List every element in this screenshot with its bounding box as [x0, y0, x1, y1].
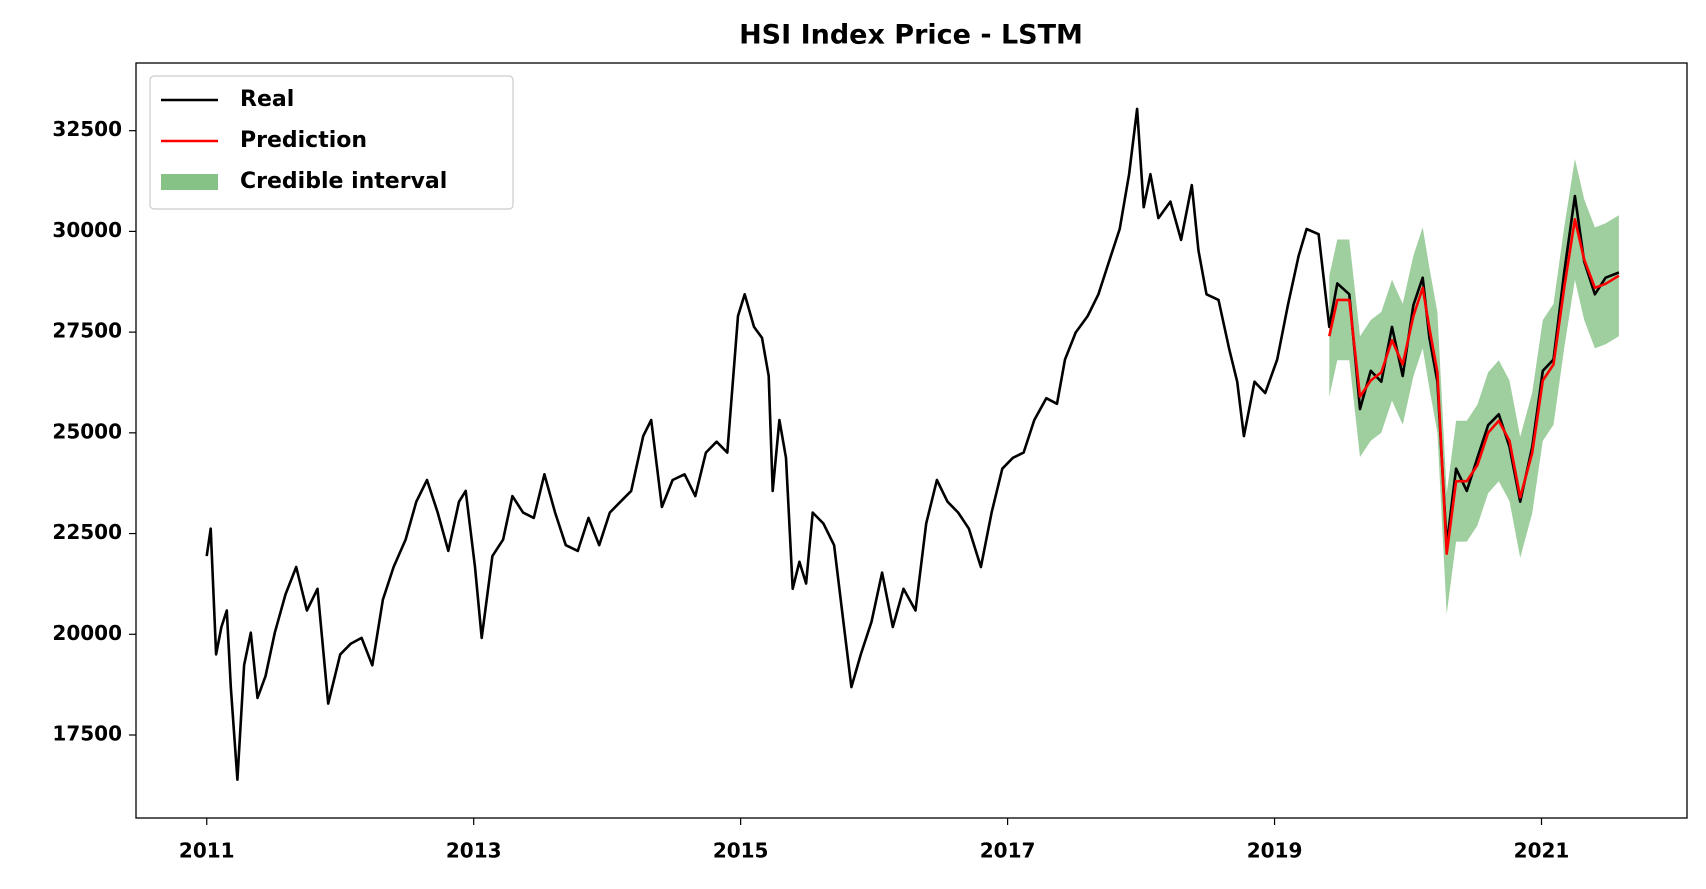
legend-box	[149, 75, 514, 210]
chart-title: HSI Index Price - LSTM	[739, 20, 1083, 51]
x-tick-label: 2017	[980, 839, 1036, 863]
legend-swatch	[161, 174, 218, 190]
legend-label: Credible interval	[240, 169, 447, 194]
legend-label: Real	[240, 87, 294, 112]
x-tick-label: 2015	[713, 839, 769, 863]
plot-frame	[135, 62, 1688, 819]
legend-label: Prediction	[240, 128, 367, 153]
y-tick-label: 30000	[52, 218, 122, 242]
x-tick-label: 2011	[179, 839, 235, 863]
x-tick-label: 2019	[1247, 839, 1303, 863]
y-tick-label: 20000	[52, 621, 122, 645]
x-tick-label: 2013	[446, 839, 502, 863]
y-tick-label: 17500	[52, 722, 122, 746]
series-line	[1328, 218, 1620, 555]
credible-band	[1329, 158, 1619, 615]
y-tick-label: 27500	[52, 319, 122, 343]
x-tick-label: 2021	[1514, 839, 1570, 863]
y-tick-label: 32500	[52, 117, 122, 141]
y-tick-label: 25000	[52, 419, 122, 443]
y-tick-label: 22500	[52, 520, 122, 544]
series-line	[205, 107, 1620, 781]
